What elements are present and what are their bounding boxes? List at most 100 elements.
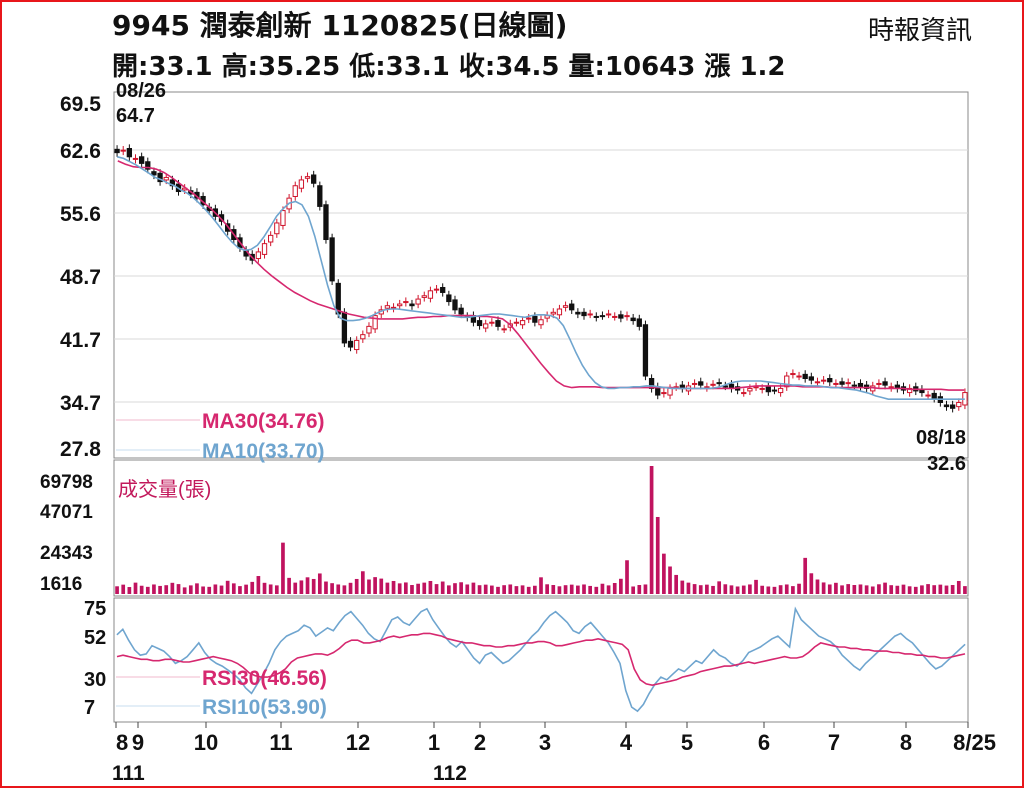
price-tick-label: 55.6 [60, 203, 101, 226]
rsi-tick-label: 7 [84, 697, 95, 719]
candle-body [802, 373, 808, 380]
volume-bar [662, 553, 666, 594]
volume-bar [741, 585, 746, 594]
volume-bar [735, 586, 740, 594]
candle-body [415, 298, 421, 305]
candle-body [925, 394, 931, 397]
candle-body [446, 294, 452, 303]
candle-body [280, 210, 286, 226]
volume-bar [115, 586, 119, 594]
candle-body [845, 382, 851, 385]
x-tick-label: 7 [828, 730, 840, 755]
price-tick-label: 27.8 [60, 438, 101, 461]
candle-body [538, 319, 544, 326]
volume-bar [557, 586, 562, 594]
candle-body [495, 320, 501, 327]
volume-bar [274, 585, 279, 594]
volume-bar [459, 582, 463, 594]
volume-bar [213, 584, 218, 594]
volume-bar [403, 582, 408, 594]
candle-body [956, 401, 962, 408]
volume-bar [483, 584, 488, 594]
candle-body [833, 382, 839, 385]
volume-bar [176, 584, 181, 594]
candle-body [599, 315, 606, 318]
candle-body [433, 288, 440, 291]
source-label: 時報資訊 [867, 16, 972, 46]
volume-bar [410, 585, 414, 594]
volume-bar [428, 580, 433, 594]
volume-bar [846, 584, 851, 594]
candle-body [593, 315, 599, 318]
candle-body [440, 286, 446, 293]
ma10-legend: MA10(33.70) [202, 440, 325, 463]
volume-bar [231, 583, 236, 594]
volume-bar [490, 585, 494, 594]
x-tick-label: 8/25 [953, 730, 996, 755]
volume-bar [330, 583, 334, 594]
rsi10-legend: RSI10(53.90) [202, 696, 327, 719]
volume-bar [526, 586, 531, 594]
candle-body [562, 305, 569, 308]
volume-bar [514, 586, 519, 594]
volume-bar [397, 583, 402, 594]
volume-bar [170, 582, 175, 594]
volume-bar [287, 577, 291, 594]
volume-bar [152, 584, 156, 594]
chart-title: 9945 潤泰創新 1120825(日線圖) [112, 9, 568, 42]
price-tick-label: 69.5 [60, 93, 101, 116]
candle-body [421, 295, 427, 298]
volume-bar [145, 586, 150, 594]
volume-bar [360, 571, 365, 594]
volume-bar [379, 578, 384, 594]
volume-bar [926, 584, 930, 594]
volume-bar [778, 585, 783, 594]
low-date-label: 08/18 [916, 427, 966, 449]
candle-body [857, 382, 864, 388]
volume-tick-label: 24343 [40, 543, 93, 564]
candle-body [624, 315, 630, 318]
candle-body [347, 340, 354, 348]
volume-bar [207, 586, 212, 594]
rsi30-line [116, 632, 966, 687]
volume-bar [508, 584, 513, 594]
candle-body [360, 334, 366, 340]
candle-body [771, 389, 778, 392]
candle-body [876, 382, 882, 385]
price-panel [113, 91, 969, 459]
volume-bar [465, 584, 470, 594]
candle-body [777, 387, 784, 394]
volume-bar [317, 573, 322, 594]
volume-bar [631, 586, 636, 594]
candle-body [587, 313, 593, 316]
candle-body [667, 387, 673, 396]
volume-bar [201, 586, 205, 594]
candle-body [341, 311, 348, 344]
candle-body [372, 315, 378, 330]
volume-bar [895, 585, 900, 594]
volume-bar [219, 585, 224, 594]
candle-body [820, 379, 827, 382]
volume-bar [416, 583, 420, 594]
volume-bar [373, 577, 377, 594]
volume-bar [293, 582, 298, 594]
volume-bar [821, 582, 826, 594]
volume-bar [692, 584, 697, 594]
candle-body [710, 383, 716, 386]
volume-bar [225, 580, 230, 594]
candle-body [863, 384, 870, 389]
volume-bar [453, 583, 457, 594]
volume-bar [748, 584, 752, 594]
candle-body [630, 317, 636, 322]
volume-bar [950, 585, 955, 594]
volume-bar [121, 584, 126, 594]
rsi30-legend: RSI30(46.56) [202, 667, 327, 690]
price-tick-label: 48.7 [60, 266, 101, 289]
volume-bar [139, 585, 144, 594]
volume-bar [311, 578, 316, 594]
candle-body [409, 303, 415, 307]
rsi10-line [116, 606, 966, 713]
candle-body [931, 392, 937, 399]
volume-bar [367, 579, 371, 594]
